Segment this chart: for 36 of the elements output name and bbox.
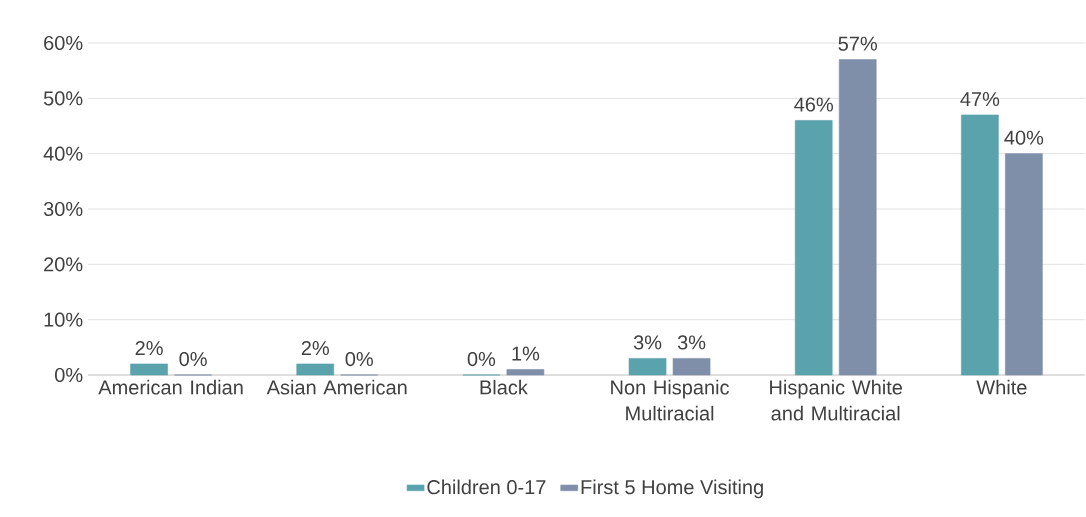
- bar: [672, 358, 711, 376]
- data-label: 3%: [633, 335, 662, 350]
- bar: [628, 358, 667, 376]
- data-label: 2%: [135, 340, 163, 356]
- y-tick-label: 60%: [44, 35, 83, 51]
- y-tick-label: 30%: [43, 201, 83, 217]
- bar: [794, 120, 833, 376]
- data-label: 0%: [345, 351, 373, 367]
- bar: [1005, 153, 1043, 376]
- y-tick-label: 20%: [44, 257, 83, 272]
- y-tick-label: 50%: [43, 91, 83, 106]
- x-tick-label: Non Hispanic Multiracial: [611, 379, 730, 421]
- data-label: 0%: [467, 351, 496, 367]
- data-label: 2%: [301, 340, 329, 356]
- bar: [506, 369, 545, 376]
- data-label: 3%: [677, 335, 706, 350]
- data-label: 40%: [1004, 130, 1044, 145]
- x-tick-label: American Indian: [98, 379, 243, 395]
- y-tick-label: 40%: [43, 146, 83, 161]
- data-label: 1%: [512, 346, 540, 361]
- legend-label: First 5 Home Visiting: [581, 479, 763, 499]
- y-tick-label: 0%: [55, 367, 83, 383]
- x-tick-label: White: [976, 379, 1027, 395]
- data-label: 57%: [838, 36, 878, 51]
- data-label: 46%: [794, 97, 834, 112]
- x-tick-label: Asian American: [266, 379, 407, 395]
- bar: [296, 363, 335, 376]
- legend-label: Children 0-17: [427, 479, 546, 495]
- data-label: 0%: [179, 351, 207, 367]
- bar: [130, 363, 168, 376]
- x-tick-label: Black: [480, 379, 528, 395]
- data-label: 47%: [960, 92, 1000, 107]
- x-tick-label: Hispanic White and Multiracial: [770, 379, 903, 421]
- bar: [961, 114, 999, 376]
- bar: [838, 59, 877, 376]
- y-tick-label: 10%: [44, 312, 83, 327]
